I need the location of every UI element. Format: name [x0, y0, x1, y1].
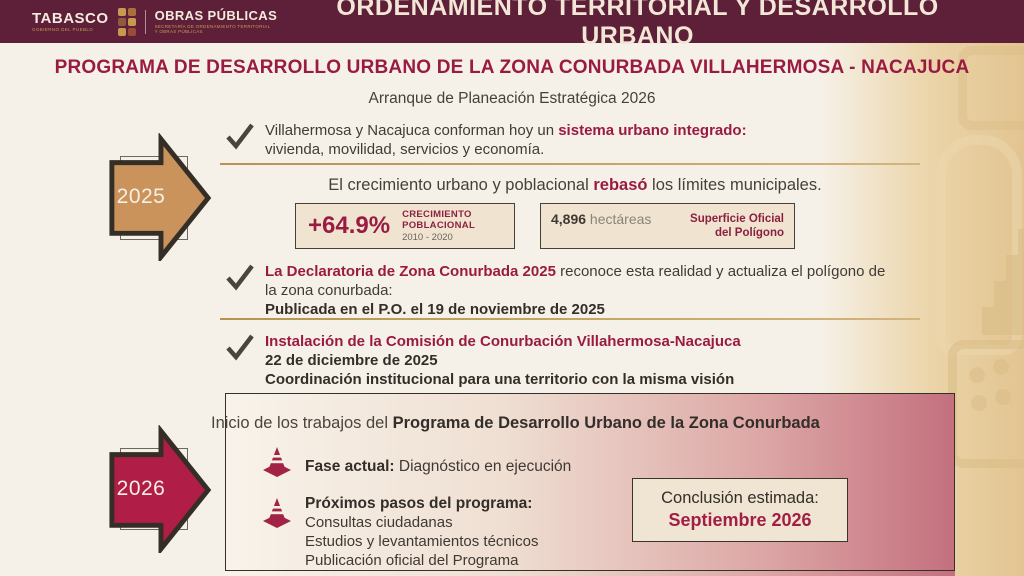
separator — [220, 318, 920, 320]
program-title: PROGRAMA DE DESARROLLO URBANO DE LA ZONA… — [54, 57, 970, 78]
next-steps: Próximos pasos del programa: Consultas c… — [305, 494, 538, 570]
tabasco-logo: TABASCO GOBIERNO DEL PUEBLO OBRAS PÚBLIC… — [0, 7, 278, 36]
conclusion-box: Conclusión estimada: Septiembre 2026 — [632, 478, 848, 542]
aztec-pattern-arch — [936, 135, 1022, 355]
heading-text: Inicio de los trabajos del — [211, 414, 393, 432]
stat-period: 2010 - 2020 — [402, 232, 453, 243]
milestone-highlight: La Declaratoria de Zona Conurbada 2025 — [265, 263, 556, 280]
secretariat-name: OBRAS PÚBLICAS — [154, 8, 278, 23]
phase-line: Fase actual: Diagnóstico en ejecución — [305, 458, 571, 476]
stat-label: Superficie Oficial del Polígono — [690, 212, 794, 240]
check-icon — [226, 264, 254, 291]
stat-box-polygon-area: 4,896 hectáreas Superficie Oficial del P… — [540, 203, 795, 249]
milestone-text-line2: vivienda, movilidad, servicios y economí… — [265, 141, 545, 158]
stat-label: CRECIMIENTO POBLACIONAL — [402, 209, 476, 231]
secretariat-tagline: SECRETARÍA DE ORDENAMIENTO TERRITORIAL Y… — [154, 24, 271, 34]
secretariat-logo-text: OBRAS PÚBLICAS SECRETARÍA DE ORDENAMIENT… — [155, 9, 278, 34]
growth-text: El crecimiento urbano y poblacional — [328, 176, 594, 194]
year-arrow-2025: 2025 — [106, 132, 214, 264]
milestone-date: 22 de diciembre de 2025 — [265, 352, 438, 369]
next-steps-label: Próximos pasos del programa: — [305, 495, 533, 512]
stat-value-group: 4,896 hectáreas — [541, 204, 690, 227]
brand-name: TABASCO — [32, 9, 109, 27]
growth-highlight: rebasó — [593, 176, 648, 194]
growth-statement: El crecimiento urbano y poblacional reba… — [230, 176, 920, 195]
stat-value: +64.9% — [308, 212, 391, 239]
stat-label-line1: Superficie Oficial — [690, 213, 784, 225]
phase-value: Diagnóstico en ejecución — [394, 458, 572, 475]
arrow-right-icon — [109, 132, 212, 264]
panel-heading: Inicio de los trabajos del Programa de D… — [211, 414, 931, 433]
separator — [220, 163, 920, 165]
traffic-cone-icon — [263, 498, 291, 528]
header-bar: TABASCO GOBIERNO DEL PUEBLO OBRAS PÚBLIC… — [0, 0, 1024, 50]
milestone-note: Coordinación institucional para una terr… — [265, 371, 735, 388]
check-icon — [226, 334, 254, 361]
aztec-pattern-dots — [948, 340, 1024, 468]
milestone-highlight: sistema urbano integrado: — [558, 122, 747, 139]
next-step-item: Estudios y levantamientos técnicos — [305, 533, 539, 550]
milestone-highlight: Instalación de la Comisión de Conurbació… — [265, 333, 741, 350]
page-title: ORDENAMIENTO TERRITORIAL Y DESARROLLO UR… — [336, 0, 939, 50]
year-label-2025: 2025 — [116, 185, 166, 208]
check-icon — [226, 123, 254, 150]
heading-bold: Programa de Desarrollo Urbano de la Zona… — [392, 414, 820, 432]
stat-unit: hectáreas — [586, 211, 652, 227]
milestone-comision: Instalación de la Comisión de Conurbació… — [265, 332, 915, 389]
growth-text-post: los límites municipales. — [647, 176, 822, 194]
phase-label: Fase actual: — [305, 458, 395, 475]
header-divider — [144, 9, 146, 34]
milestone-declaratoria: La Declaratoria de Zona Conurbada 2025 r… — [265, 262, 895, 319]
year-label-2026: 2026 — [116, 477, 166, 500]
aztec-pattern-square — [958, 46, 1024, 130]
year-arrow-2026: 2026 — [106, 424, 214, 556]
stat-label-line2: del Polígono — [715, 227, 784, 239]
next-step-item: Publicación oficial del Programa — [305, 552, 519, 569]
conclusion-value: Septiembre 2026 — [668, 510, 812, 530]
milestone-text: reconoce esta realidad y actualiza el po… — [265, 263, 886, 299]
conclusion-label: Conclusión estimada: — [661, 489, 819, 507]
tabasco-logo-text: TABASCO GOBIERNO DEL PUEBLO — [32, 9, 109, 32]
program-subtitle: Arranque de Planeación Estratégica 2026 — [368, 90, 656, 107]
milestone-integrated-system: Villahermosa y Nacajuca conforman hoy un… — [265, 121, 915, 159]
traffic-cone-icon — [263, 447, 291, 477]
brand-tagline: GOBIERNO DEL PUEBLO — [32, 26, 94, 32]
next-step-item: Consultas ciudadanas — [305, 514, 453, 531]
milestone-text: Villahermosa y Nacajuca conforman hoy un — [265, 122, 559, 139]
panel-2026-bottom-strip — [225, 571, 955, 576]
stat-labels: CRECIMIENTO POBLACIONAL 2010 - 2020 — [402, 209, 514, 243]
milestone-bold-line: Publicada en el P.O. el 19 de noviembre … — [265, 301, 605, 318]
tabasco-mosaic-icon — [117, 7, 136, 36]
stat-value: 4,896 — [551, 211, 587, 227]
stat-box-population-growth: +64.9% CRECIMIENTO POBLACIONAL 2010 - 20… — [295, 203, 515, 249]
arrow-right-icon — [109, 424, 212, 556]
